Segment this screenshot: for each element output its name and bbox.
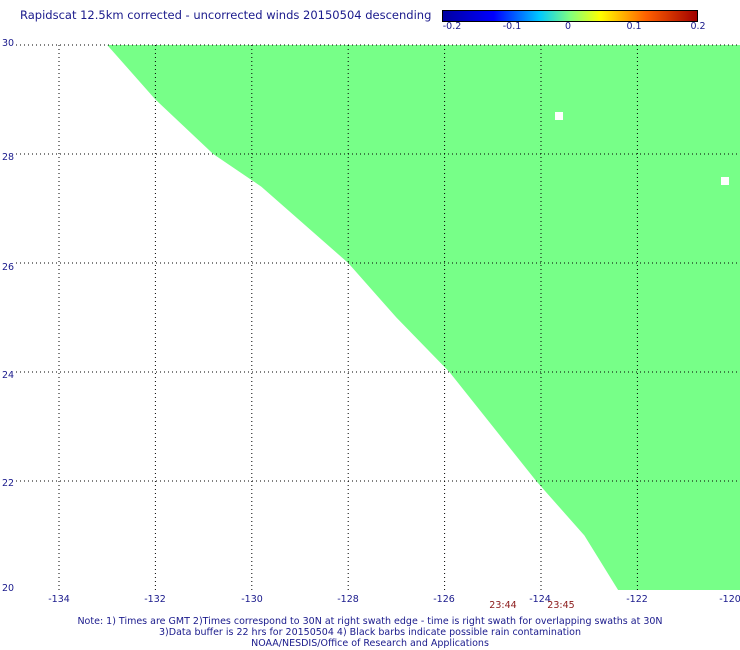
- data-gap: [721, 177, 729, 185]
- lat-label: 22: [2, 478, 15, 489]
- lat-label: 26: [2, 262, 15, 273]
- swath-polygon: [107, 45, 740, 590]
- lon-label: -124: [529, 594, 551, 605]
- lon-label: -122: [626, 594, 648, 605]
- colorbar-tick: 0: [564, 21, 572, 32]
- lat-label: 20: [2, 583, 15, 594]
- lon-label: -132: [144, 594, 166, 605]
- lon-label: -134: [48, 594, 70, 605]
- lon-label: -126: [433, 594, 455, 605]
- lat-label: 28: [2, 152, 15, 163]
- note-line: Note: 1) Times are GMT 2)Times correspon…: [77, 616, 663, 627]
- note-line: NOAA/NESDIS/Office of Research and Appli…: [251, 638, 489, 649]
- note-line: 3)Data buffer is 22 hrs for 20150504 4) …: [159, 627, 581, 638]
- lat-label: 30: [2, 38, 15, 49]
- swath-fill: [107, 45, 740, 590]
- lon-label: -130: [241, 594, 263, 605]
- time-label: 23:45: [547, 600, 575, 611]
- colorbar-tick: -0.1: [502, 21, 522, 32]
- chart-title: Rapidscat 12.5km corrected - uncorrected…: [20, 8, 432, 22]
- colorbar-tick: -0.2: [442, 21, 462, 32]
- data-gap: [555, 112, 563, 120]
- map-grid: [16, 44, 740, 590]
- lat-label: 24: [2, 370, 15, 381]
- time-label: 23:44: [489, 600, 517, 611]
- colorbar: [442, 10, 698, 22]
- colorbar-tick: 0.2: [690, 21, 706, 32]
- lon-label: -128: [337, 594, 359, 605]
- colorbar-tick: 0.1: [626, 21, 642, 32]
- lon-label: -120: [719, 594, 740, 605]
